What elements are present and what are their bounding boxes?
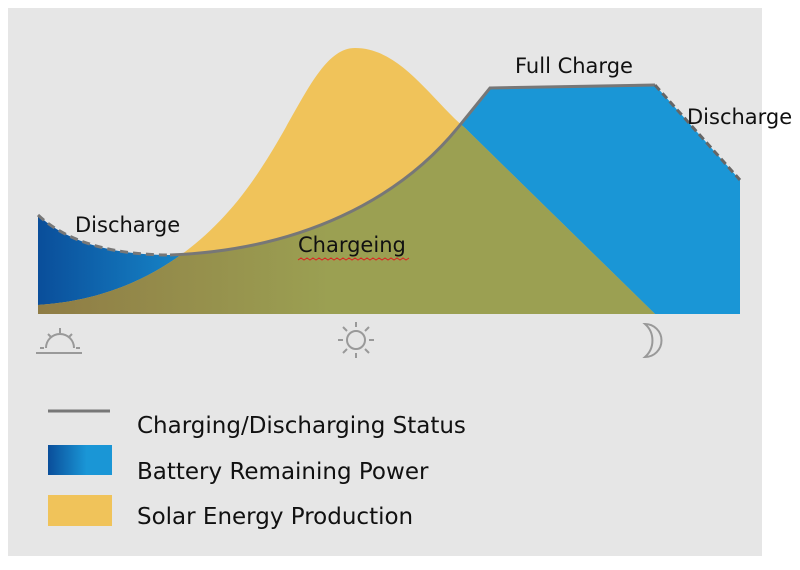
label-charging: Chargeing: [298, 233, 406, 257]
legend-battery-label: Battery Remaining Power: [137, 459, 429, 485]
label-full-charge: Full Charge: [515, 54, 633, 78]
moon-icon: [642, 322, 663, 359]
label-discharge-evening: Discharge: [687, 105, 792, 129]
legend-battery-swatch: [48, 445, 112, 475]
sunrise-icon: [36, 328, 82, 354]
sun-icon: [338, 322, 374, 358]
legend-solar-swatch: [48, 495, 112, 526]
status-line-discharge-morning: [36, 213, 171, 257]
label-discharge-morning: Discharge: [75, 213, 180, 237]
legend-solar-label: Solar Energy Production: [137, 504, 413, 530]
status-line-charging: [169, 83, 656, 257]
spellcheck-underline: [297, 257, 410, 261]
legend-status-label: Charging/Discharging Status: [137, 413, 466, 439]
